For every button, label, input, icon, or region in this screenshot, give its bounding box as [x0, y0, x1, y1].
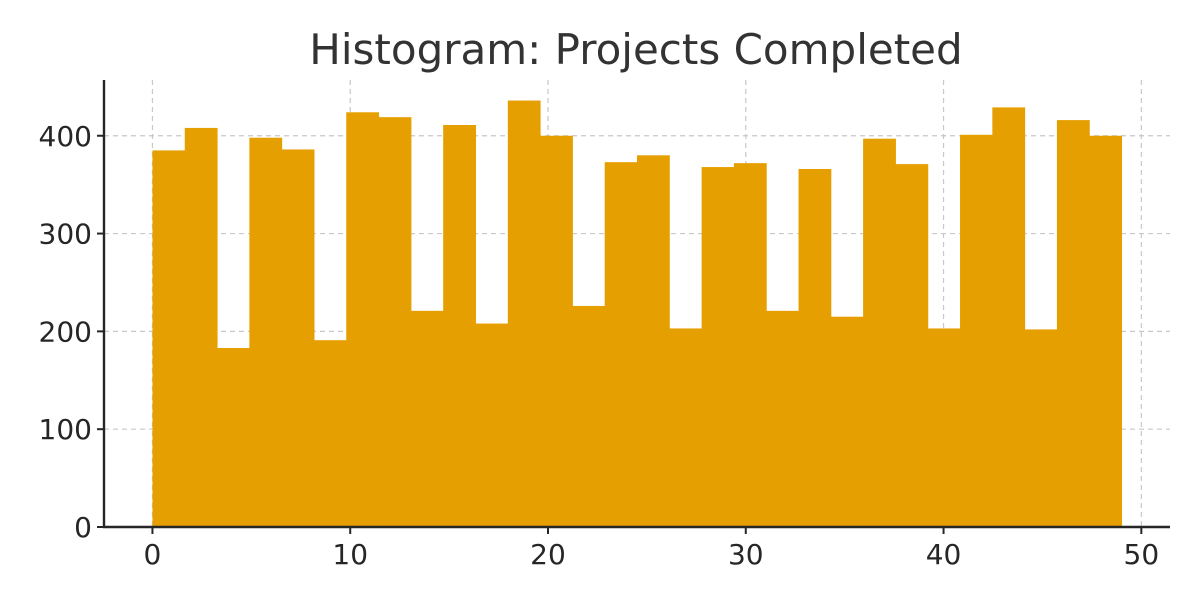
histogram-bar [701, 167, 735, 527]
histogram-bar [798, 169, 832, 527]
y-tick-label: 400 [39, 120, 92, 153]
histogram-bar [313, 340, 347, 527]
histogram-bar [346, 112, 380, 528]
x-tick-label: 40 [926, 538, 962, 571]
y-tick-label: 100 [39, 413, 92, 446]
x-tick-label: 0 [144, 538, 162, 571]
x-tick-label: 10 [332, 538, 368, 571]
histogram-bar [1024, 329, 1058, 527]
histogram-bar [669, 328, 703, 527]
histogram-bar [184, 127, 218, 527]
histogram-bar [540, 135, 573, 527]
histogram-bar [927, 328, 961, 527]
x-tick-label: 30 [728, 538, 764, 571]
chart-title: Histogram: Projects Completed [309, 25, 962, 74]
y-tick-label: 200 [39, 315, 92, 348]
histogram-bar [378, 117, 412, 527]
histogram-bar [507, 100, 541, 528]
x-tick-label: 20 [530, 538, 566, 571]
histogram-bar [637, 155, 670, 527]
histogram-bar [960, 134, 993, 528]
histogram-bar [830, 316, 864, 527]
histogram-bar [475, 323, 509, 527]
histogram-bar [992, 107, 1026, 528]
histogram-bar [895, 164, 929, 527]
histogram-bar [1089, 135, 1123, 527]
y-tick-label: 300 [39, 218, 92, 251]
histogram-bar [281, 149, 315, 527]
histogram-bar [733, 163, 767, 527]
histogram-bar [766, 310, 800, 527]
histogram-bar [604, 162, 638, 527]
histogram-bar [249, 137, 283, 527]
y-tick-label: 0 [74, 511, 92, 544]
histogram-bar [152, 150, 186, 528]
histogram-bar [863, 138, 896, 528]
x-tick-label: 50 [1124, 538, 1160, 571]
bars-layer [152, 100, 1123, 528]
histogram-bar [443, 124, 476, 527]
histogram-bar [410, 310, 444, 527]
ticks-layer: 0 10 20 30 40 50 0 100 200 300 400 [39, 120, 1160, 571]
histogram-bar [1056, 120, 1090, 527]
histogram-bar [217, 348, 250, 527]
axes-layer [102, 80, 1170, 529]
histogram-bar [572, 305, 606, 527]
